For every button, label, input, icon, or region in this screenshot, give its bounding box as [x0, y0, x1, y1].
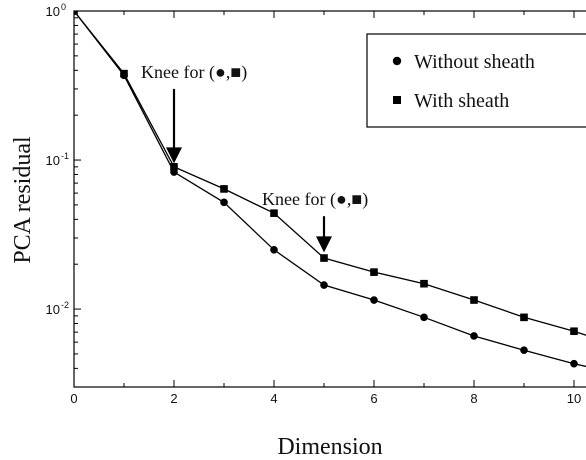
- x-tick-label: 8: [470, 391, 477, 406]
- y-tick-label-exponent: -1: [61, 151, 69, 161]
- data-point-square: [370, 268, 378, 276]
- knee-arrow-head: [316, 236, 332, 253]
- data-point-circle: [220, 198, 228, 207]
- knee-annotation-label: Knee for (●,■): [262, 189, 368, 210]
- data-point-square: [220, 185, 228, 193]
- legend-label-without-sheath: Without sheath: [414, 51, 535, 73]
- data-point-circle: [470, 332, 478, 340]
- series-line-1: [74, 11, 586, 336]
- x-tick-label: 4: [270, 391, 277, 406]
- data-point-square: [170, 163, 178, 171]
- data-point-square: [520, 313, 528, 322]
- data-point-circle: [570, 359, 578, 368]
- x-axis-label: Dimension: [277, 434, 382, 460]
- data-point-square: [470, 296, 478, 304]
- y-tick-label-base: 10: [46, 4, 60, 19]
- data-point-circle: [420, 313, 428, 322]
- legend-box: [366, 33, 586, 128]
- knee-arrow-head: [166, 147, 182, 164]
- annotations-group: Knee for (●,■) Knee for (●,■): [141, 62, 368, 253]
- y-tick-label: 10: [46, 153, 60, 168]
- data-point-square: [270, 209, 278, 217]
- y-axis-label: PCA residual: [10, 136, 36, 264]
- y-tick-label-exponent: -2: [61, 300, 69, 310]
- legend-marker-with-sheath: [393, 96, 401, 104]
- knee-annotation-label: Knee for (●,■): [141, 62, 247, 83]
- data-point-square: [74, 11, 78, 15]
- x-tick-label: 10: [567, 391, 581, 406]
- legend-label-with-sheath: With sheath: [414, 90, 509, 112]
- y-tick-label-base: 10: [46, 153, 60, 168]
- data-point-square: [420, 279, 428, 288]
- data-point-circle: [370, 296, 378, 304]
- data-point-square: [320, 254, 328, 262]
- y-tick-label: 10: [46, 302, 60, 317]
- x-tick-label: 2: [170, 391, 177, 406]
- y-tick-label-exponent: 0: [61, 2, 66, 12]
- data-point-square: [120, 69, 128, 78]
- series-line-0: [74, 11, 586, 368]
- y-tick-label-base: 10: [46, 302, 60, 317]
- legend-marker-without-sheath: [392, 56, 402, 66]
- y-tick-label: 10: [46, 4, 60, 19]
- data-point-square: [570, 327, 578, 336]
- x-tick-label: 6: [370, 391, 377, 406]
- data-point-circle: [520, 346, 528, 354]
- data-point-circle: [270, 245, 278, 254]
- series-group: [74, 11, 586, 368]
- data-point-circle: [320, 281, 328, 289]
- legend: Without sheath With sheath: [366, 33, 586, 128]
- x-tick-label: 0: [70, 391, 77, 406]
